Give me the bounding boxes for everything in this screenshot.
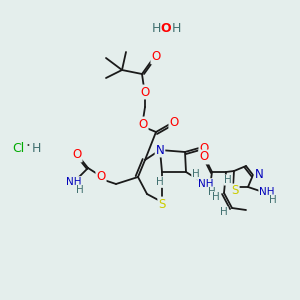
Text: H: H	[31, 142, 41, 154]
Text: O: O	[152, 50, 160, 64]
Text: H: H	[212, 192, 220, 202]
Text: O: O	[72, 148, 82, 161]
Text: H: H	[208, 187, 216, 197]
Text: N: N	[255, 169, 263, 182]
Text: S: S	[231, 184, 239, 197]
Text: NH: NH	[259, 187, 275, 197]
Text: ·: ·	[26, 140, 30, 154]
Text: O: O	[200, 151, 208, 164]
Text: NH: NH	[66, 177, 82, 187]
Text: Cl: Cl	[12, 142, 24, 154]
Text: O: O	[200, 142, 208, 154]
Text: O: O	[96, 170, 106, 184]
Text: H: H	[171, 22, 181, 34]
Text: S: S	[158, 197, 166, 211]
Text: H: H	[220, 207, 228, 217]
Text: H: H	[156, 177, 164, 187]
Text: H: H	[76, 185, 84, 195]
Text: H: H	[224, 175, 232, 185]
Text: H: H	[151, 22, 161, 34]
Text: O: O	[161, 22, 171, 34]
Text: NH: NH	[198, 179, 214, 189]
Text: N: N	[156, 143, 164, 157]
Text: O: O	[138, 118, 148, 130]
Text: O: O	[169, 116, 178, 130]
Text: O: O	[140, 85, 150, 98]
Text: H: H	[269, 195, 277, 205]
Text: H: H	[192, 169, 200, 179]
